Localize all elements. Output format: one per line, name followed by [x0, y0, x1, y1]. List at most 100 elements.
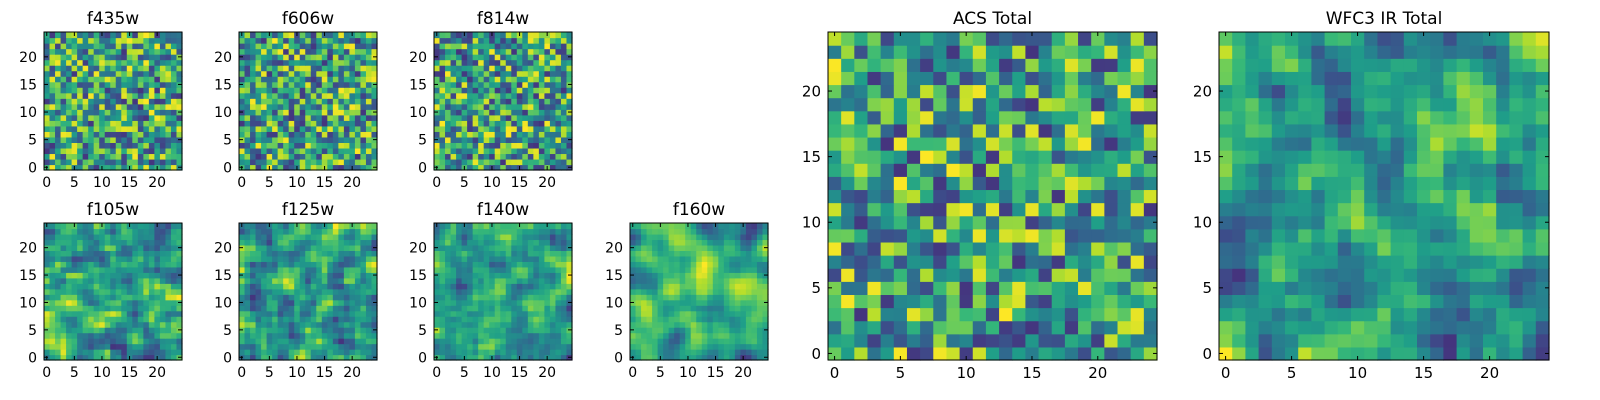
heatmap-cell — [679, 343, 686, 350]
heatmap-cell — [261, 266, 268, 273]
heatmap-cell — [132, 228, 139, 235]
heatmap-cell — [729, 272, 736, 279]
heatmap-cell — [154, 288, 161, 295]
heatmap-cell — [143, 92, 150, 99]
heatmap-cell — [88, 164, 95, 171]
heatmap-cell — [972, 281, 987, 295]
heatmap-cell — [99, 109, 106, 116]
heatmap-cell — [439, 164, 446, 171]
heatmap-cell — [841, 241, 855, 256]
heatmap-cell — [555, 65, 562, 72]
heatmap-cell — [283, 103, 290, 110]
heatmap-cell — [110, 255, 117, 262]
heatmap-cell — [294, 109, 301, 116]
heatmap-cell — [272, 321, 279, 328]
heatmap-cell — [652, 244, 659, 251]
heatmap-cell — [360, 228, 367, 235]
heatmap-cell — [365, 92, 373, 99]
heatmap-cell — [461, 294, 468, 301]
heatmap-cell — [338, 332, 345, 339]
heatmap-cell — [685, 294, 692, 301]
heatmap-cell — [630, 305, 637, 312]
heatmap-cell — [560, 228, 568, 235]
heatmap-cell — [461, 87, 468, 94]
heatmap-cell — [255, 294, 262, 301]
heatmap-cell — [371, 277, 378, 284]
heatmap-cell — [88, 244, 95, 251]
heatmap-cell — [489, 343, 496, 350]
heatmap-cell — [343, 103, 350, 110]
heatmap-cell — [533, 92, 540, 99]
heatmap-cell — [434, 332, 441, 339]
heatmap-cell — [516, 305, 523, 312]
heatmap-cell — [511, 32, 518, 39]
heatmap-cell — [77, 37, 84, 44]
heatmap-cell — [544, 109, 551, 116]
heatmap-cell — [159, 294, 167, 301]
heatmap-cell — [71, 158, 78, 166]
heatmap-cell — [294, 239, 301, 246]
heatmap-cell — [707, 310, 714, 317]
heatmap-cell — [261, 338, 268, 345]
heatmap-cell — [99, 349, 106, 356]
heatmap-cell — [549, 125, 557, 132]
heatmap-cell — [294, 321, 301, 328]
heatmap-cell — [126, 136, 133, 143]
heatmap-cell — [239, 76, 246, 83]
heatmap-cell — [434, 310, 441, 317]
heatmap-cell — [272, 59, 279, 66]
heatmap-cell — [483, 131, 490, 138]
heatmap-cell — [250, 228, 257, 235]
heatmap-cell — [445, 239, 452, 246]
heatmap-cell — [718, 354, 725, 361]
heatmap-cell — [321, 81, 328, 88]
heatmap-cell — [1064, 189, 1079, 204]
heatmap-cell — [104, 114, 111, 121]
heatmap-cell — [522, 327, 529, 334]
heatmap-cell — [685, 283, 692, 290]
heatmap-cell — [365, 321, 373, 328]
heatmap-cell — [148, 48, 155, 55]
heatmap-cell — [338, 76, 345, 83]
heatmap-cell — [154, 299, 161, 306]
heatmap-cell — [288, 76, 295, 83]
heatmap-cell — [657, 338, 664, 345]
heatmap-cell — [277, 103, 284, 110]
heatmap-cell — [1038, 268, 1053, 282]
heatmap-cell — [305, 310, 312, 317]
heatmap-cell — [115, 164, 122, 171]
heatmap-cell — [354, 228, 362, 235]
heatmap-cell — [467, 76, 474, 83]
heatmap-cell — [126, 87, 133, 94]
heatmap-cell — [652, 266, 659, 273]
heatmap-cell — [439, 136, 446, 143]
heatmap-cell — [115, 316, 122, 323]
heatmap-cell — [906, 333, 921, 348]
heatmap-cell — [434, 114, 441, 121]
heatmap-cell — [327, 272, 334, 279]
heatmap-cell — [154, 343, 161, 350]
heatmap-cell — [445, 131, 452, 138]
heatmap-cell — [538, 233, 545, 241]
heatmap-cell — [154, 228, 161, 235]
heatmap-cell — [450, 65, 457, 72]
heatmap-cell — [456, 158, 463, 166]
heatmap-cell — [283, 92, 290, 99]
heatmap-cell — [500, 131, 507, 138]
heatmap-cell — [55, 321, 62, 328]
heatmap-cell — [115, 147, 122, 155]
heatmap-cell — [533, 153, 540, 160]
heatmap-cell — [1117, 346, 1132, 361]
heatmap-cell — [299, 343, 306, 350]
heatmap-cell — [126, 299, 133, 306]
heatmap-cell — [110, 332, 117, 339]
heatmap-cell — [740, 255, 747, 262]
heatmap-cell — [371, 223, 378, 230]
heatmap-cell — [663, 250, 670, 257]
heatmap-cell — [110, 244, 117, 251]
heatmap-cell — [544, 92, 551, 99]
heatmap-cell — [450, 54, 457, 61]
heatmap-cell — [434, 283, 441, 290]
heatmap-cell — [99, 321, 106, 328]
heatmap-cell — [467, 142, 474, 149]
